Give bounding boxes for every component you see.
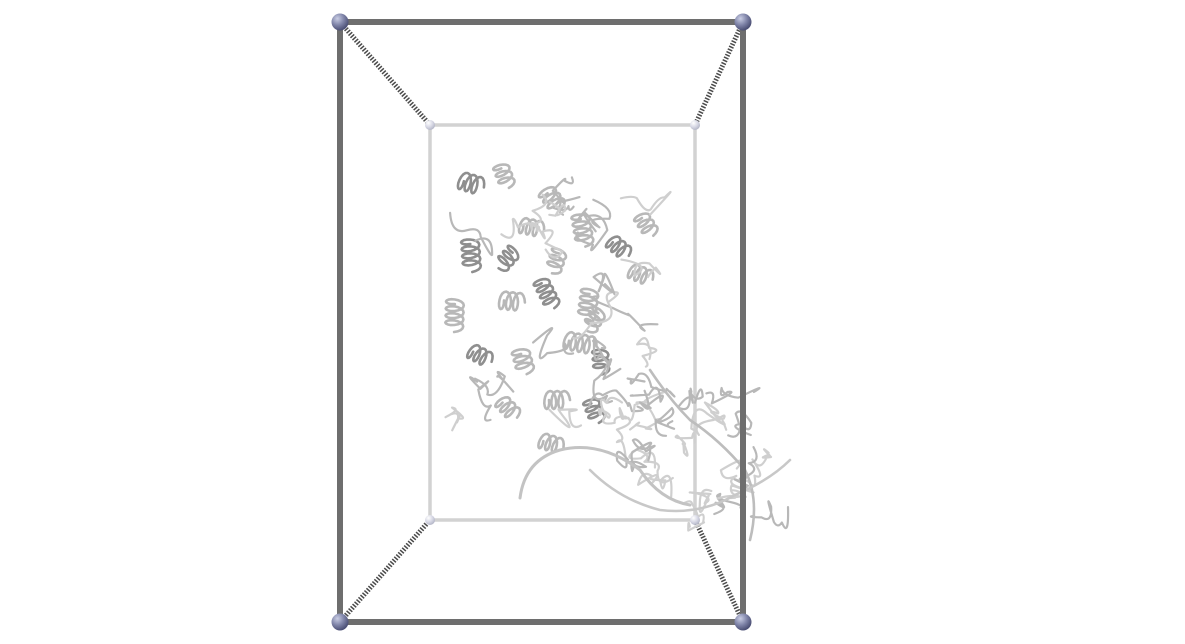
- loop-segment: [637, 472, 673, 498]
- helix-segment: [497, 244, 520, 272]
- corner-front-tr-sphere-icon: [734, 13, 752, 31]
- helix-segment: [510, 348, 536, 376]
- protein-ribbon-structure[interactable]: [444, 163, 792, 542]
- corner-back-br-sphere-icon: [690, 515, 700, 525]
- loop-segment: [749, 500, 790, 530]
- loop-segment: [619, 190, 672, 216]
- loop-segment: [532, 327, 575, 360]
- strand-segment: [648, 368, 756, 542]
- box-corners: [331, 13, 752, 631]
- corner-front-bl-sphere-icon: [331, 613, 349, 631]
- corner-front-br-sphere-icon: [734, 613, 752, 631]
- box-depth-edges: [338, 20, 746, 624]
- helix-segment: [604, 235, 633, 258]
- helix-segment: [465, 343, 494, 366]
- loop-segment: [597, 396, 624, 419]
- corner-back-tr-sphere-icon: [690, 120, 700, 130]
- loop-segment: [474, 370, 515, 397]
- loop-segment: [654, 407, 676, 437]
- helix-segment: [537, 432, 565, 454]
- loop-segment: [536, 224, 564, 259]
- loop-segment: [631, 438, 656, 462]
- helix-segment: [626, 263, 655, 285]
- loop-segment: [688, 488, 713, 513]
- loop-segment: [592, 358, 622, 404]
- box-front-face: [337, 19, 746, 625]
- loop-segment: [572, 291, 619, 340]
- loop-segment: [602, 413, 632, 460]
- loop-segment: [683, 500, 706, 532]
- box-edge-depth-tl: [338, 20, 432, 127]
- loop-segment: [575, 211, 609, 252]
- loop-segment: [548, 200, 567, 217]
- helix-segment: [581, 398, 606, 425]
- periodic-box: [338, 20, 746, 624]
- helix-segment: [497, 290, 527, 312]
- loop-segment: [703, 401, 726, 425]
- helix-segment: [456, 171, 486, 195]
- loop-segment: [626, 372, 676, 398]
- helix-segment: [444, 297, 466, 334]
- loop-segment: [705, 386, 761, 405]
- corner-front-tl-sphere-icon: [331, 13, 349, 31]
- box-edge-depth-bl: [338, 518, 432, 624]
- loop-segment: [636, 337, 658, 368]
- strand-segment: [588, 458, 792, 513]
- helix-segment: [491, 163, 516, 190]
- loop-segment: [751, 448, 773, 487]
- loop-segment: [615, 450, 648, 473]
- loop-segment: [592, 272, 616, 296]
- loop-segment: [578, 198, 612, 229]
- helix-segment: [537, 185, 566, 211]
- loop-segment: [727, 410, 753, 438]
- loop-segment: [551, 176, 581, 204]
- helix-segment: [494, 396, 522, 419]
- helix-segment: [562, 330, 598, 355]
- helix-segment: [632, 212, 659, 237]
- box-edge-depth-tr: [692, 20, 746, 127]
- corner-back-bl-sphere-icon: [425, 515, 435, 525]
- corner-back-tl-sphere-icon: [425, 120, 435, 130]
- helix-segment: [532, 277, 561, 310]
- loop-segment: [620, 258, 662, 279]
- box-edge-depth-br: [692, 518, 746, 624]
- loop-segment: [628, 448, 674, 484]
- helix-segment: [459, 238, 483, 274]
- loop-segment: [500, 217, 541, 239]
- loop-segment: [449, 211, 494, 257]
- loop-segment: [674, 432, 696, 457]
- loop-segment: [548, 408, 583, 429]
- loop-segment: [677, 387, 704, 411]
- loop-segment: [444, 406, 465, 432]
- strand-segment: [518, 446, 692, 507]
- helix-segment: [543, 389, 572, 411]
- loop-segment: [629, 401, 662, 431]
- loop-segment: [591, 337, 611, 366]
- loop-segment: [629, 386, 664, 410]
- box-back-face: [428, 123, 697, 522]
- loop-segment: [591, 295, 659, 332]
- loop-segment: [469, 376, 492, 422]
- helix-segment: [576, 287, 600, 324]
